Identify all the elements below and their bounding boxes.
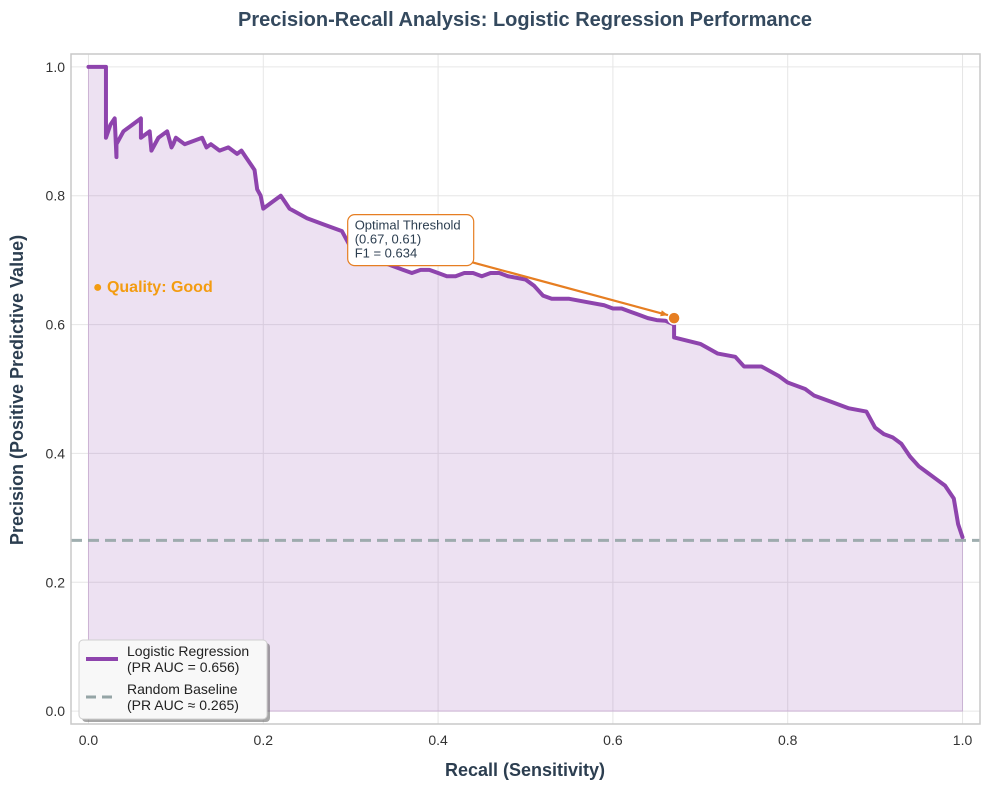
x-tick-label: 0.0 xyxy=(79,732,99,748)
y-axis-label: Precision (Positive Predictive Value) xyxy=(7,235,27,545)
y-tick-label: 0.4 xyxy=(46,445,66,461)
legend-box xyxy=(78,639,268,720)
optimal-threshold-marker xyxy=(667,311,681,325)
legend-label-random-baseline-line1: Random Baseline xyxy=(127,681,238,697)
annotation-layer: Optimal Threshold(0.67, 0.61)F1 = 0.634 ●… xyxy=(93,214,681,325)
plot-area xyxy=(71,54,980,724)
optimal-threshold-box xyxy=(347,214,475,267)
legend-label-logistic-regression-line1: Logistic Regression xyxy=(127,643,249,659)
optimal-threshold-text: (0.67, 0.61) xyxy=(355,232,422,247)
optimal-threshold-arrowhead xyxy=(660,310,669,317)
x-tick-label: 0.2 xyxy=(254,732,274,748)
quality-label: ● Quality: Good xyxy=(93,279,213,296)
y-tick-label: 0.2 xyxy=(46,574,66,590)
x-axis-label: Recall (Sensitivity) xyxy=(445,760,605,780)
data-layer xyxy=(71,64,980,712)
legend: Logistic Regression (PR AUC = 0.656) Ran… xyxy=(78,639,270,722)
y-tick-label: 0.8 xyxy=(46,188,66,204)
x-tick-label: 1.0 xyxy=(953,732,973,748)
x-tick-label: 0.4 xyxy=(428,732,448,748)
y-tick-label: 0.6 xyxy=(46,317,66,333)
x-tick-label: 0.8 xyxy=(778,732,798,748)
legend-label-random-baseline-line2: (PR AUC ≈ 0.265) xyxy=(127,697,239,713)
optimal-threshold-text: F1 = 0.634 xyxy=(355,246,418,261)
tick-layer: 0.0 0.2 0.4 0.6 0.8 1.0 0.0 0.2 0.4 0.6 0.8 1.0 xyxy=(46,53,981,748)
optimal-threshold-text: Optimal Threshold xyxy=(355,218,461,233)
x-tick-label: 0.6 xyxy=(603,732,623,748)
plot-frame xyxy=(70,53,981,725)
grid-layer xyxy=(71,54,980,724)
optimal-threshold-arrow xyxy=(464,259,669,317)
y-tick-label: 1.0 xyxy=(46,59,66,75)
legend-label-logistic-regression-line2: (PR AUC = 0.656) xyxy=(127,659,239,675)
pr-curve-line xyxy=(86,64,965,540)
chart-title: Precision-Recall Analysis: Logistic Regr… xyxy=(238,9,812,31)
y-tick-label: 0.0 xyxy=(46,703,66,719)
